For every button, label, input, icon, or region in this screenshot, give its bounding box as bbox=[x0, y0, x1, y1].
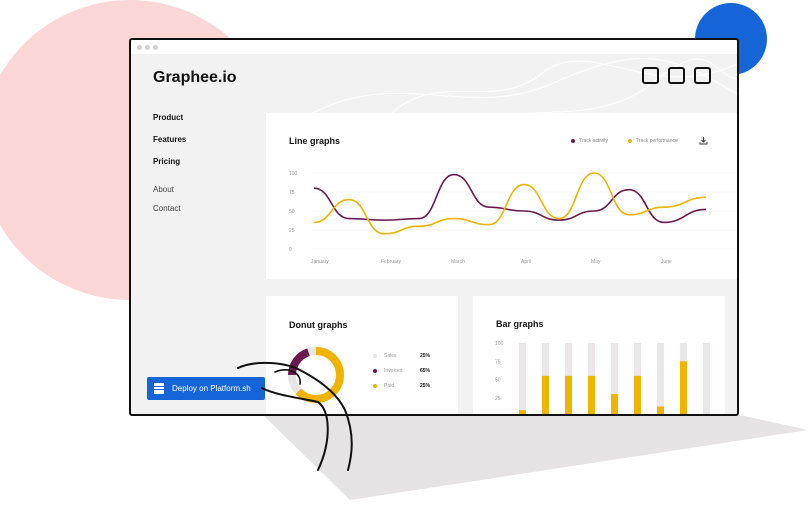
window-button[interactable] bbox=[694, 67, 711, 84]
bar bbox=[588, 375, 595, 414]
legend-track-performance[interactable]: Track performance bbox=[628, 138, 678, 144]
donut-chart bbox=[288, 347, 344, 403]
deploy-label: Deploy on Platform.sh bbox=[172, 384, 251, 393]
x-tick-label: May bbox=[591, 259, 601, 265]
bar-graph-card: Bar graphs 25 50 75 100 bbox=[473, 296, 725, 414]
line-chart: 0 25 50 75 100 January February March April May Ju… bbox=[289, 171, 737, 265]
donut-graph-title: Donut graphs bbox=[289, 320, 348, 330]
donut-label-sales: Sales bbox=[384, 353, 397, 359]
bar bbox=[680, 361, 687, 414]
window-titlebar bbox=[131, 40, 737, 54]
donut-label-invoices: Invoices bbox=[384, 368, 403, 374]
bar bbox=[657, 406, 664, 414]
nav-product[interactable]: Product bbox=[153, 113, 184, 122]
x-tick-label: March bbox=[451, 259, 465, 265]
line-series-track-performance bbox=[313, 172, 707, 235]
x-tick-label: June bbox=[661, 259, 672, 265]
browser-window: Graphee.io Product Features Pricing Abou… bbox=[129, 38, 739, 416]
window-dot bbox=[145, 45, 150, 50]
donut-dot-invoices bbox=[373, 369, 377, 373]
x-tick-label: April bbox=[521, 259, 531, 265]
platform-icon bbox=[154, 383, 164, 394]
bar bbox=[634, 375, 641, 414]
y-tick-label: 25 bbox=[289, 228, 295, 234]
bar-chart: 25 50 75 100 bbox=[495, 341, 710, 414]
donut-label-paid: Paid bbox=[384, 383, 395, 389]
x-tick-label: February bbox=[381, 259, 402, 265]
nav-contact[interactable]: Contact bbox=[153, 204, 181, 213]
window-button[interactable] bbox=[642, 67, 659, 84]
y-tick-label: 100 bbox=[289, 171, 298, 177]
nav-pricing[interactable]: Pricing bbox=[153, 157, 181, 166]
nav-features[interactable]: Features bbox=[153, 135, 187, 144]
bar-y-tick-label: 25 bbox=[495, 396, 501, 402]
window-dot bbox=[137, 45, 142, 50]
donut-dot-paid bbox=[373, 384, 377, 388]
y-tick-label: 0 bbox=[289, 247, 292, 253]
bar-track bbox=[519, 343, 526, 414]
legend-track-activity[interactable]: Track activity bbox=[571, 138, 608, 144]
bar-y-tick-label: 50 bbox=[495, 378, 501, 384]
legend-dot bbox=[571, 138, 575, 143]
donut-value-paid: 25% bbox=[420, 383, 431, 389]
y-tick-label: 50 bbox=[289, 209, 295, 215]
donut-value-sales: 25% bbox=[420, 353, 431, 359]
bar-track bbox=[611, 343, 618, 414]
bar-track bbox=[657, 343, 664, 414]
x-tick-label: January bbox=[311, 259, 329, 265]
legend-label: Track activity bbox=[579, 138, 608, 144]
brand-logo[interactable]: Graphee.io bbox=[153, 69, 237, 86]
bar-graph-title: Bar graphs bbox=[496, 319, 544, 329]
deploy-button[interactable]: Deploy on Platform.sh bbox=[147, 377, 265, 400]
bar-y-tick-label: 75 bbox=[495, 359, 501, 365]
y-tick-label: 75 bbox=[289, 190, 295, 196]
bar-y-tick-label: 100 bbox=[495, 341, 504, 347]
nav-about[interactable]: About bbox=[153, 185, 174, 194]
line-graph-title: Line graphs bbox=[289, 136, 341, 146]
line-series-track-activity bbox=[313, 173, 707, 224]
bar bbox=[542, 375, 549, 414]
legend-dot bbox=[628, 138, 632, 143]
bar bbox=[565, 375, 572, 414]
line-graph-card: Line graphs Track activity Track perform… bbox=[266, 113, 737, 279]
bar bbox=[611, 394, 618, 414]
bar bbox=[519, 410, 526, 414]
donut-dot-sales bbox=[373, 354, 377, 358]
download-icon[interactable] bbox=[699, 136, 708, 145]
bar-track bbox=[703, 343, 710, 414]
window-dot bbox=[153, 45, 158, 50]
donut-graph-card: Donut graphs Sales 25% Invoices 65% Paid… bbox=[266, 296, 458, 414]
window-button[interactable] bbox=[668, 67, 685, 84]
legend-label: Track performance bbox=[636, 138, 678, 144]
donut-value-invoices: 65% bbox=[420, 368, 431, 374]
